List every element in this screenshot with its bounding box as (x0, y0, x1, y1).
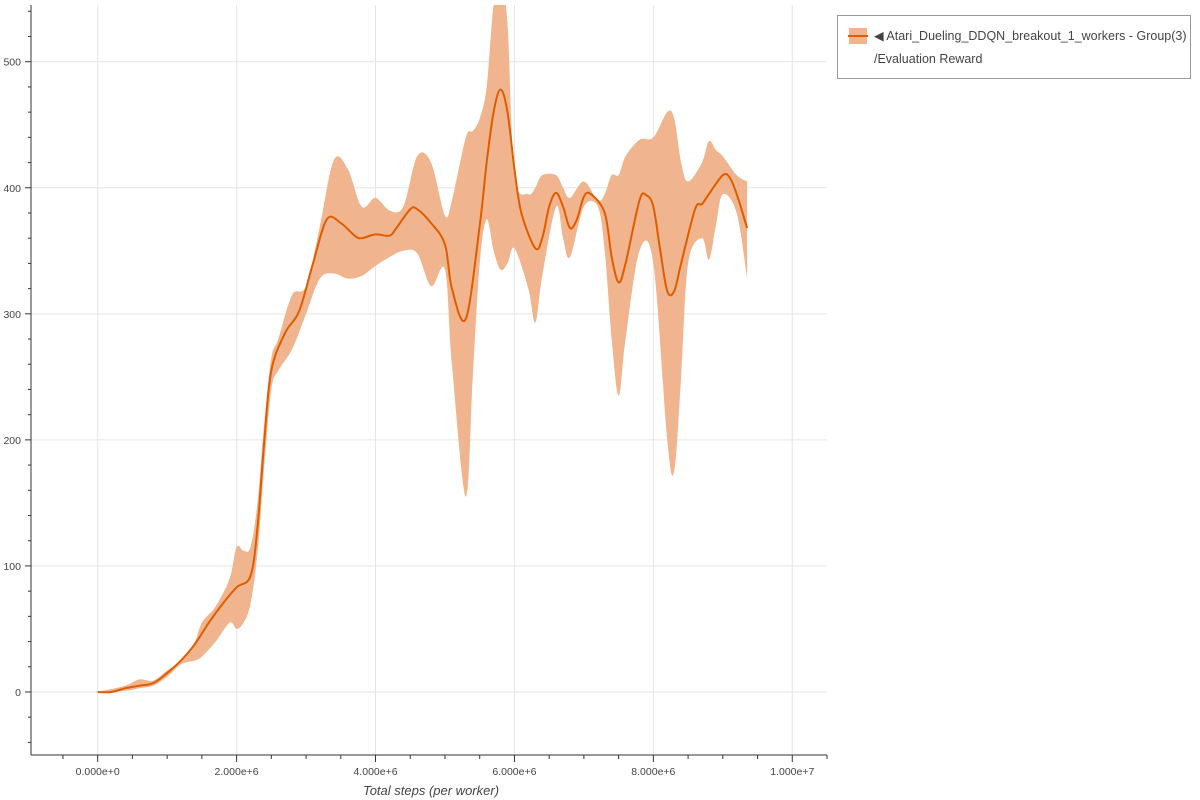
legend: ◀ Atari_Dueling_DDQN_breakout_1_workers … (837, 15, 1191, 79)
series-band (97, 5, 748, 692)
y-tick-label: 200 (3, 435, 21, 447)
y-tick-label: 300 (3, 309, 21, 321)
x-axis-label: Total steps (per worker) (363, 783, 499, 798)
y-tick-label: 100 (3, 561, 21, 573)
y-tick-label: 500 (3, 57, 21, 69)
x-tick-label: 6.000e+6 (492, 766, 536, 778)
legend-label-line1[interactable]: ◀ Atari_Dueling_DDQN_breakout_1_workers … (874, 29, 1187, 43)
x-tick-label: 2.000e+6 (215, 766, 259, 778)
x-tick-label: 8.000e+6 (631, 766, 675, 778)
axes: 0.000e+0 2.000e+6 4.000e+6 6.000e+6 8.000e+6… (3, 5, 828, 778)
y-tick-label: 400 (3, 183, 21, 195)
x-tick-label: 1.000e+7 (770, 766, 814, 778)
x-tick-label: 4.000e+6 (353, 766, 397, 778)
y-tick-label: 0 (15, 687, 21, 699)
x-tick-label: 0.000e+0 (76, 766, 120, 778)
legend-swatch-icon (848, 28, 868, 44)
grid (31, 5, 827, 755)
series-mean-line (97, 88, 749, 694)
legend-label-line2: /Evaluation Reward (874, 52, 983, 66)
